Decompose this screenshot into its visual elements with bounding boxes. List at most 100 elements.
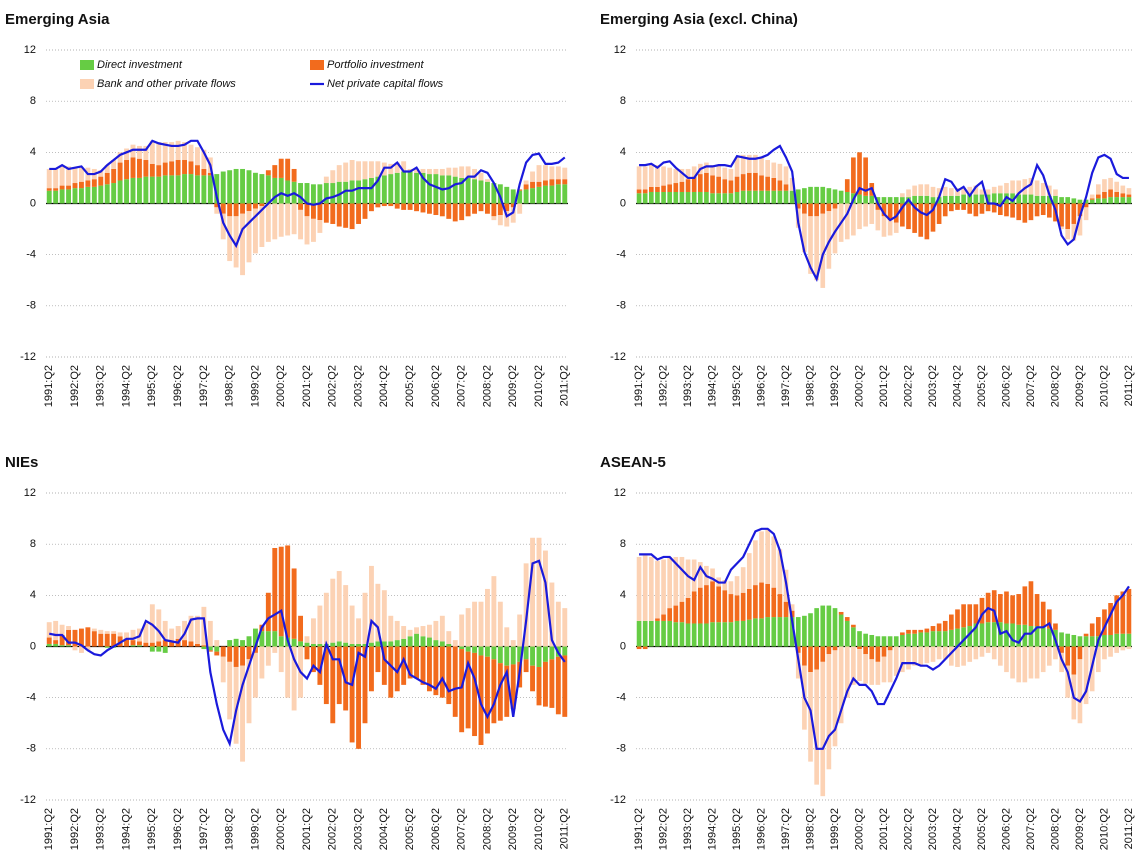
bar [484,203,490,214]
bar [1028,194,1034,204]
bar [233,203,239,217]
bar [188,174,194,204]
y-tick-label: 12 [24,487,36,499]
bar [407,171,413,204]
bar [728,594,734,623]
x-tick-label: 2006:Q2 [430,365,442,407]
bar [704,585,709,624]
bar [426,203,432,214]
x-tick-label: 2010:Q2 [533,365,545,407]
bar [446,203,452,219]
bar [446,643,452,647]
bar [783,184,789,191]
bar [936,631,942,647]
bar [330,646,336,724]
bar [497,646,503,664]
bar [955,195,960,204]
bar [1047,185,1052,196]
bar [46,188,52,191]
x-tick-label: 2002:Q2 [327,808,339,850]
x-tick-label: 2003:Q2 [352,365,364,407]
bar [310,203,316,219]
bar [388,615,394,642]
bar [111,160,117,169]
bar [194,147,200,166]
x-tick-label: 2007:Q2 [1025,808,1037,850]
y-tick-label: 0 [30,640,36,652]
x-tick-label: 2011:Q2 [1123,365,1135,406]
bar [136,158,142,178]
bar [330,578,336,643]
bar [936,623,942,632]
bar [414,172,420,204]
x-tick-label: 2001:Q2 [878,808,890,850]
bar [317,203,323,221]
bar [838,611,844,615]
bar [1108,189,1113,198]
bar [697,562,703,588]
x-tick-label: 2001:Q2 [301,808,313,850]
bar [1022,646,1028,683]
bar [900,203,905,227]
bar [472,652,478,737]
bar [130,157,136,178]
bar [814,216,819,281]
y-tick-label: 4 [30,146,36,158]
bar [452,646,458,717]
bar [740,190,746,204]
x-tick-label: 1996:Q2 [755,365,767,407]
bar [484,656,490,734]
bar [1040,195,1046,204]
bar [667,184,673,192]
bar [704,623,709,647]
bar [1083,199,1089,204]
bar [636,556,642,621]
bar [310,184,316,204]
x-tick-label: 1991:Q2 [43,808,55,850]
x-tick-label: 2008:Q2 [1049,808,1061,850]
bar [555,601,561,647]
bar [91,631,97,647]
legend-swatch [80,60,94,70]
bar [472,179,478,204]
bar [685,623,691,647]
bar [942,195,948,204]
bar [875,203,881,210]
bar [78,188,84,204]
bar [207,620,213,647]
x-tick-label: 2000:Q2 [275,365,287,407]
bar [124,179,130,204]
bar [1059,632,1064,647]
bar [162,640,168,647]
bar [918,203,924,237]
bar [918,646,924,666]
bar [433,646,439,696]
y-tick-label: 8 [30,538,36,550]
bar [278,636,284,647]
bar [746,588,752,620]
bar [285,203,291,236]
bar [362,643,368,647]
bar [439,203,445,217]
bar [746,172,752,191]
bar [949,188,954,196]
bar [536,181,542,187]
bar [356,203,362,224]
bar [220,171,226,204]
x-tick-label: 1991:Q2 [43,365,55,407]
bar [252,208,258,254]
bar [491,659,497,724]
bar [1126,633,1132,647]
bar [777,617,783,647]
bar [414,627,420,634]
bar [265,170,271,176]
bar [930,646,936,662]
bar [426,168,432,175]
line [639,144,1129,283]
legend-label: Direct investment [97,59,183,71]
bar [783,601,789,618]
bar [777,180,783,191]
bar [426,646,432,692]
y-tick-label: -4 [26,692,36,704]
